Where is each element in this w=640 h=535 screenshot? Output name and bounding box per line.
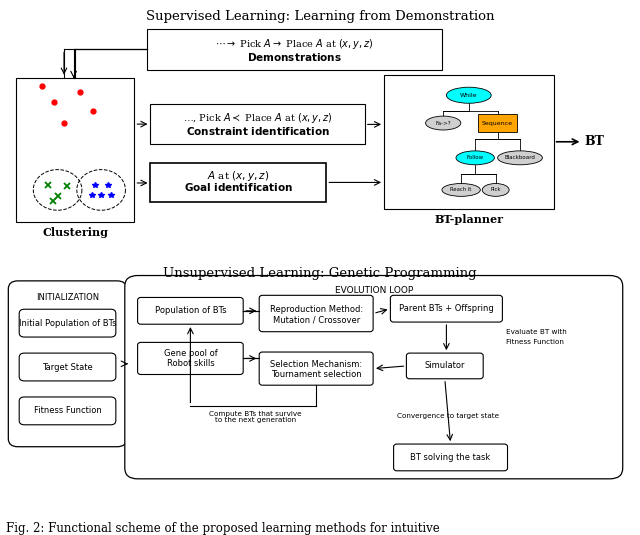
Text: Fig. 2: Functional scheme of the proposed learning methods for intuitive: Fig. 2: Functional scheme of the propose…	[6, 522, 440, 534]
Text: BT: BT	[584, 135, 604, 148]
Text: Population of BTs: Population of BTs	[155, 307, 226, 315]
FancyBboxPatch shape	[394, 444, 508, 471]
Text: Gene pool of: Gene pool of	[164, 349, 217, 357]
Text: Reach it: Reach it	[451, 187, 472, 193]
Text: Follow: Follow	[467, 155, 484, 160]
Ellipse shape	[456, 151, 494, 165]
FancyBboxPatch shape	[147, 29, 442, 70]
Text: Robot skills: Robot skills	[166, 360, 214, 368]
Text: Clustering: Clustering	[42, 227, 108, 239]
Ellipse shape	[483, 184, 509, 196]
FancyBboxPatch shape	[19, 353, 116, 381]
FancyBboxPatch shape	[150, 163, 326, 202]
FancyBboxPatch shape	[19, 309, 116, 337]
Text: Mutation / Crossover: Mutation / Crossover	[273, 316, 360, 325]
Text: $\mathbf{Demonstrations}$: $\mathbf{Demonstrations}$	[247, 51, 342, 63]
Text: Pick: Pick	[490, 187, 501, 193]
FancyBboxPatch shape	[384, 75, 554, 209]
Text: $A$ at $(x,y,z)$: $A$ at $(x,y,z)$	[207, 169, 269, 182]
Text: $\mathbf{Goal\ identification}$: $\mathbf{Goal\ identification}$	[184, 181, 293, 193]
Text: Compute BTs that survive: Compute BTs that survive	[209, 411, 301, 417]
Ellipse shape	[426, 116, 461, 130]
Text: Blackboard: Blackboard	[504, 155, 536, 160]
Ellipse shape	[447, 87, 492, 103]
Text: Unsupervised Learning: Genetic Programming: Unsupervised Learning: Genetic Programmi…	[163, 268, 477, 280]
Text: Reproduction Method:: Reproduction Method:	[269, 305, 363, 314]
Text: Parent BTs + Offspring: Parent BTs + Offspring	[399, 304, 494, 313]
Text: Tournament selection: Tournament selection	[271, 370, 362, 379]
Text: BT-planner: BT-planner	[435, 214, 503, 225]
Text: INITIALIZATION: INITIALIZATION	[36, 293, 99, 302]
FancyBboxPatch shape	[150, 104, 365, 144]
FancyBboxPatch shape	[259, 295, 373, 332]
FancyBboxPatch shape	[479, 114, 517, 132]
FancyBboxPatch shape	[259, 352, 373, 385]
Text: Evaluate BT with: Evaluate BT with	[506, 329, 566, 335]
Text: Supervised Learning: Learning from Demonstration: Supervised Learning: Learning from Demon…	[146, 10, 494, 22]
FancyBboxPatch shape	[16, 78, 134, 222]
FancyBboxPatch shape	[138, 297, 243, 324]
Text: EVOLUTION LOOP: EVOLUTION LOOP	[335, 286, 413, 295]
FancyBboxPatch shape	[19, 397, 116, 425]
FancyBboxPatch shape	[125, 276, 623, 479]
Text: $\ldots$, Pick $A \prec$ Place $A$ at $(x,y,z)$: $\ldots$, Pick $A \prec$ Place $A$ at $(…	[183, 111, 332, 125]
Ellipse shape	[497, 151, 542, 165]
FancyBboxPatch shape	[138, 342, 243, 374]
Text: Sequence: Sequence	[482, 120, 513, 126]
Text: BT solving the task: BT solving the task	[410, 453, 491, 462]
Text: Simulator: Simulator	[424, 362, 465, 370]
Ellipse shape	[442, 184, 480, 196]
Text: to the next generation: to the next generation	[215, 417, 296, 423]
Text: Fitness Function: Fitness Function	[34, 407, 101, 415]
Text: While: While	[460, 93, 477, 98]
FancyBboxPatch shape	[390, 295, 502, 322]
Text: $\mathbf{Constraint\ identification}$: $\mathbf{Constraint\ identification}$	[186, 125, 330, 136]
FancyBboxPatch shape	[406, 353, 483, 379]
FancyBboxPatch shape	[8, 281, 127, 447]
Text: $\cdots \rightarrow$ Pick $A \rightarrow$ Place $A$ at $(x,y,z)$: $\cdots \rightarrow$ Pick $A \rightarrow…	[215, 37, 374, 51]
Text: Convergence to target state: Convergence to target state	[397, 413, 499, 419]
Text: Selection Mechanism:: Selection Mechanism:	[270, 360, 362, 369]
Text: Fa->?: Fa->?	[435, 120, 451, 126]
Text: Initial Population of BTs: Initial Population of BTs	[19, 319, 116, 327]
Text: Fitness Function: Fitness Function	[506, 339, 563, 345]
Text: Target State: Target State	[42, 363, 93, 371]
